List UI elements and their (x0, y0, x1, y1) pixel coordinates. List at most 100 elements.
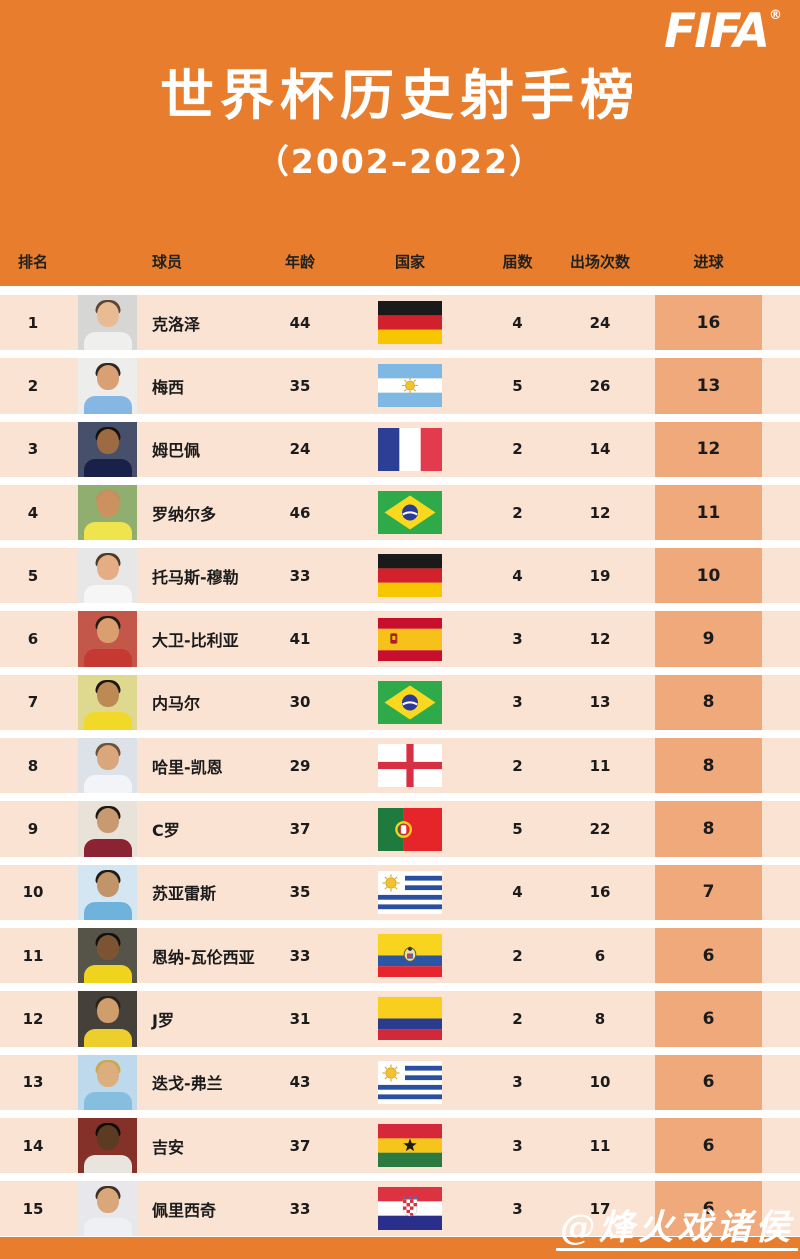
table-row: 15 佩里西奇 33 3 17 6 (0, 1181, 800, 1237)
player-face (96, 934, 119, 960)
editions-cell: 5 (512, 820, 523, 839)
player-photo (78, 738, 137, 794)
player-photo (78, 927, 137, 984)
age-cell: 43 (289, 1073, 311, 1092)
header-banner: FIFA® 世界杯历史射手榜 （2002–2022） 排名 球员 年龄 国家 届… (0, 0, 800, 286)
player-name: 托马斯-穆勒 (152, 567, 239, 587)
age-cell: 41 (289, 630, 311, 649)
fifa-logo: FIFA® (664, 8, 782, 55)
flag-ghana-icon (330, 1124, 490, 1167)
player-face (96, 808, 119, 834)
table-row: 3 姆巴佩 24 2 14 12 (0, 421, 800, 477)
player-name: 恩纳-瓦伦西亚 (152, 947, 255, 967)
flag-colombia-icon (330, 997, 490, 1041)
goals-badge: 9 (655, 611, 762, 667)
player-jersey (83, 838, 132, 857)
player-jersey (83, 395, 132, 414)
appearances-cell: 26 (589, 376, 611, 395)
appearances-cell: 13 (589, 693, 611, 712)
player-jersey (83, 1218, 132, 1237)
column-header-editions: 届数 (502, 253, 533, 271)
player-jersey (83, 712, 132, 731)
player-jersey (83, 585, 132, 604)
player-jersey (83, 1091, 132, 1110)
player-name: 大卫-比利亚 (152, 631, 239, 651)
player-name: J罗 (152, 1010, 174, 1030)
player-face (96, 1124, 119, 1150)
flag-argentina-icon (330, 364, 490, 408)
rank-cell: 4 (27, 503, 39, 522)
table-row: 2 梅西 35 5 26 13 (0, 358, 800, 414)
flag-germany-icon (330, 301, 490, 345)
age-cell: 33 (289, 1199, 311, 1218)
appearances-cell: 11 (589, 756, 611, 775)
player-photo (78, 991, 137, 1047)
table-row: 1 克洛泽 44 4 24 16 (0, 295, 800, 351)
rank-cell: 7 (27, 693, 39, 712)
rank-cell: 5 (27, 566, 39, 585)
appearances-cell: 16 (589, 883, 611, 902)
appearances-cell: 11 (589, 1136, 611, 1155)
player-face (96, 618, 119, 644)
player-jersey (83, 1155, 132, 1174)
goals-badge: 13 (655, 358, 762, 414)
player-photo (78, 484, 137, 541)
editions-cell: 4 (512, 313, 523, 332)
goals-badge: 8 (655, 738, 762, 794)
flag-croatia-icon (330, 1187, 490, 1231)
column-header-age: 年龄 (284, 253, 315, 271)
player-jersey (83, 458, 132, 477)
player-face (96, 428, 119, 454)
age-cell: 35 (289, 883, 311, 902)
rank-cell: 8 (27, 756, 39, 775)
player-photo (78, 295, 137, 351)
player-face (96, 365, 119, 391)
flag-uruguay-icon (330, 870, 490, 914)
goals-badge: 6 (655, 1181, 762, 1237)
goals-badge: 6 (655, 1054, 762, 1110)
appearances-cell: 10 (589, 1073, 611, 1092)
player-name: 姆巴佩 (152, 441, 201, 461)
appearances-cell: 12 (589, 503, 611, 522)
appearances-cell: 8 (594, 1009, 606, 1028)
age-cell: 33 (289, 566, 311, 585)
editions-cell: 3 (512, 1073, 523, 1092)
table-row: 10 苏亚雷斯 35 4 16 7 (0, 864, 800, 920)
rank-cell: 9 (27, 820, 39, 839)
goals-badge: 16 (655, 295, 762, 351)
editions-cell: 3 (512, 1136, 523, 1155)
editions-cell: 5 (512, 376, 523, 395)
goals-badge: 6 (655, 927, 762, 984)
flag-germany-icon (330, 554, 490, 598)
goals-badge: 6 (655, 991, 762, 1047)
player-jersey (83, 332, 132, 351)
rank-cell: 13 (22, 1073, 44, 1092)
editions-cell: 4 (512, 566, 523, 585)
column-header-rank: 排名 (17, 253, 48, 271)
rank-cell: 15 (22, 1199, 44, 1218)
page-title: 世界杯历史射手榜 (160, 64, 640, 127)
table-row: 4 罗纳尔多 46 2 12 11 (0, 484, 800, 541)
table-row: 9 C罗 37 5 22 8 (0, 801, 800, 857)
goals-badge: 12 (655, 421, 762, 477)
player-photo (78, 864, 137, 920)
age-cell: 37 (289, 1136, 311, 1155)
flag-spain-icon (330, 617, 490, 661)
player-photo (78, 548, 137, 604)
age-cell: 44 (289, 313, 311, 332)
goals-badge: 10 (655, 548, 762, 604)
player-jersey (83, 522, 132, 541)
age-cell: 24 (289, 440, 311, 459)
appearances-cell: 22 (589, 820, 611, 839)
player-name: 迭戈-弗兰 (152, 1074, 223, 1094)
table-row: 8 哈里-凯恩 29 2 11 8 (0, 738, 800, 794)
page-subtitle: （2002–2022） (255, 142, 545, 182)
appearances-cell: 17 (589, 1199, 611, 1218)
goals-badge: 11 (655, 484, 762, 541)
column-header-country: 国家 (394, 253, 425, 271)
age-cell: 33 (289, 946, 311, 965)
rank-cell: 11 (22, 946, 44, 965)
player-face (96, 871, 119, 897)
player-name: 内马尔 (152, 694, 201, 714)
flag-france-icon (330, 427, 490, 471)
